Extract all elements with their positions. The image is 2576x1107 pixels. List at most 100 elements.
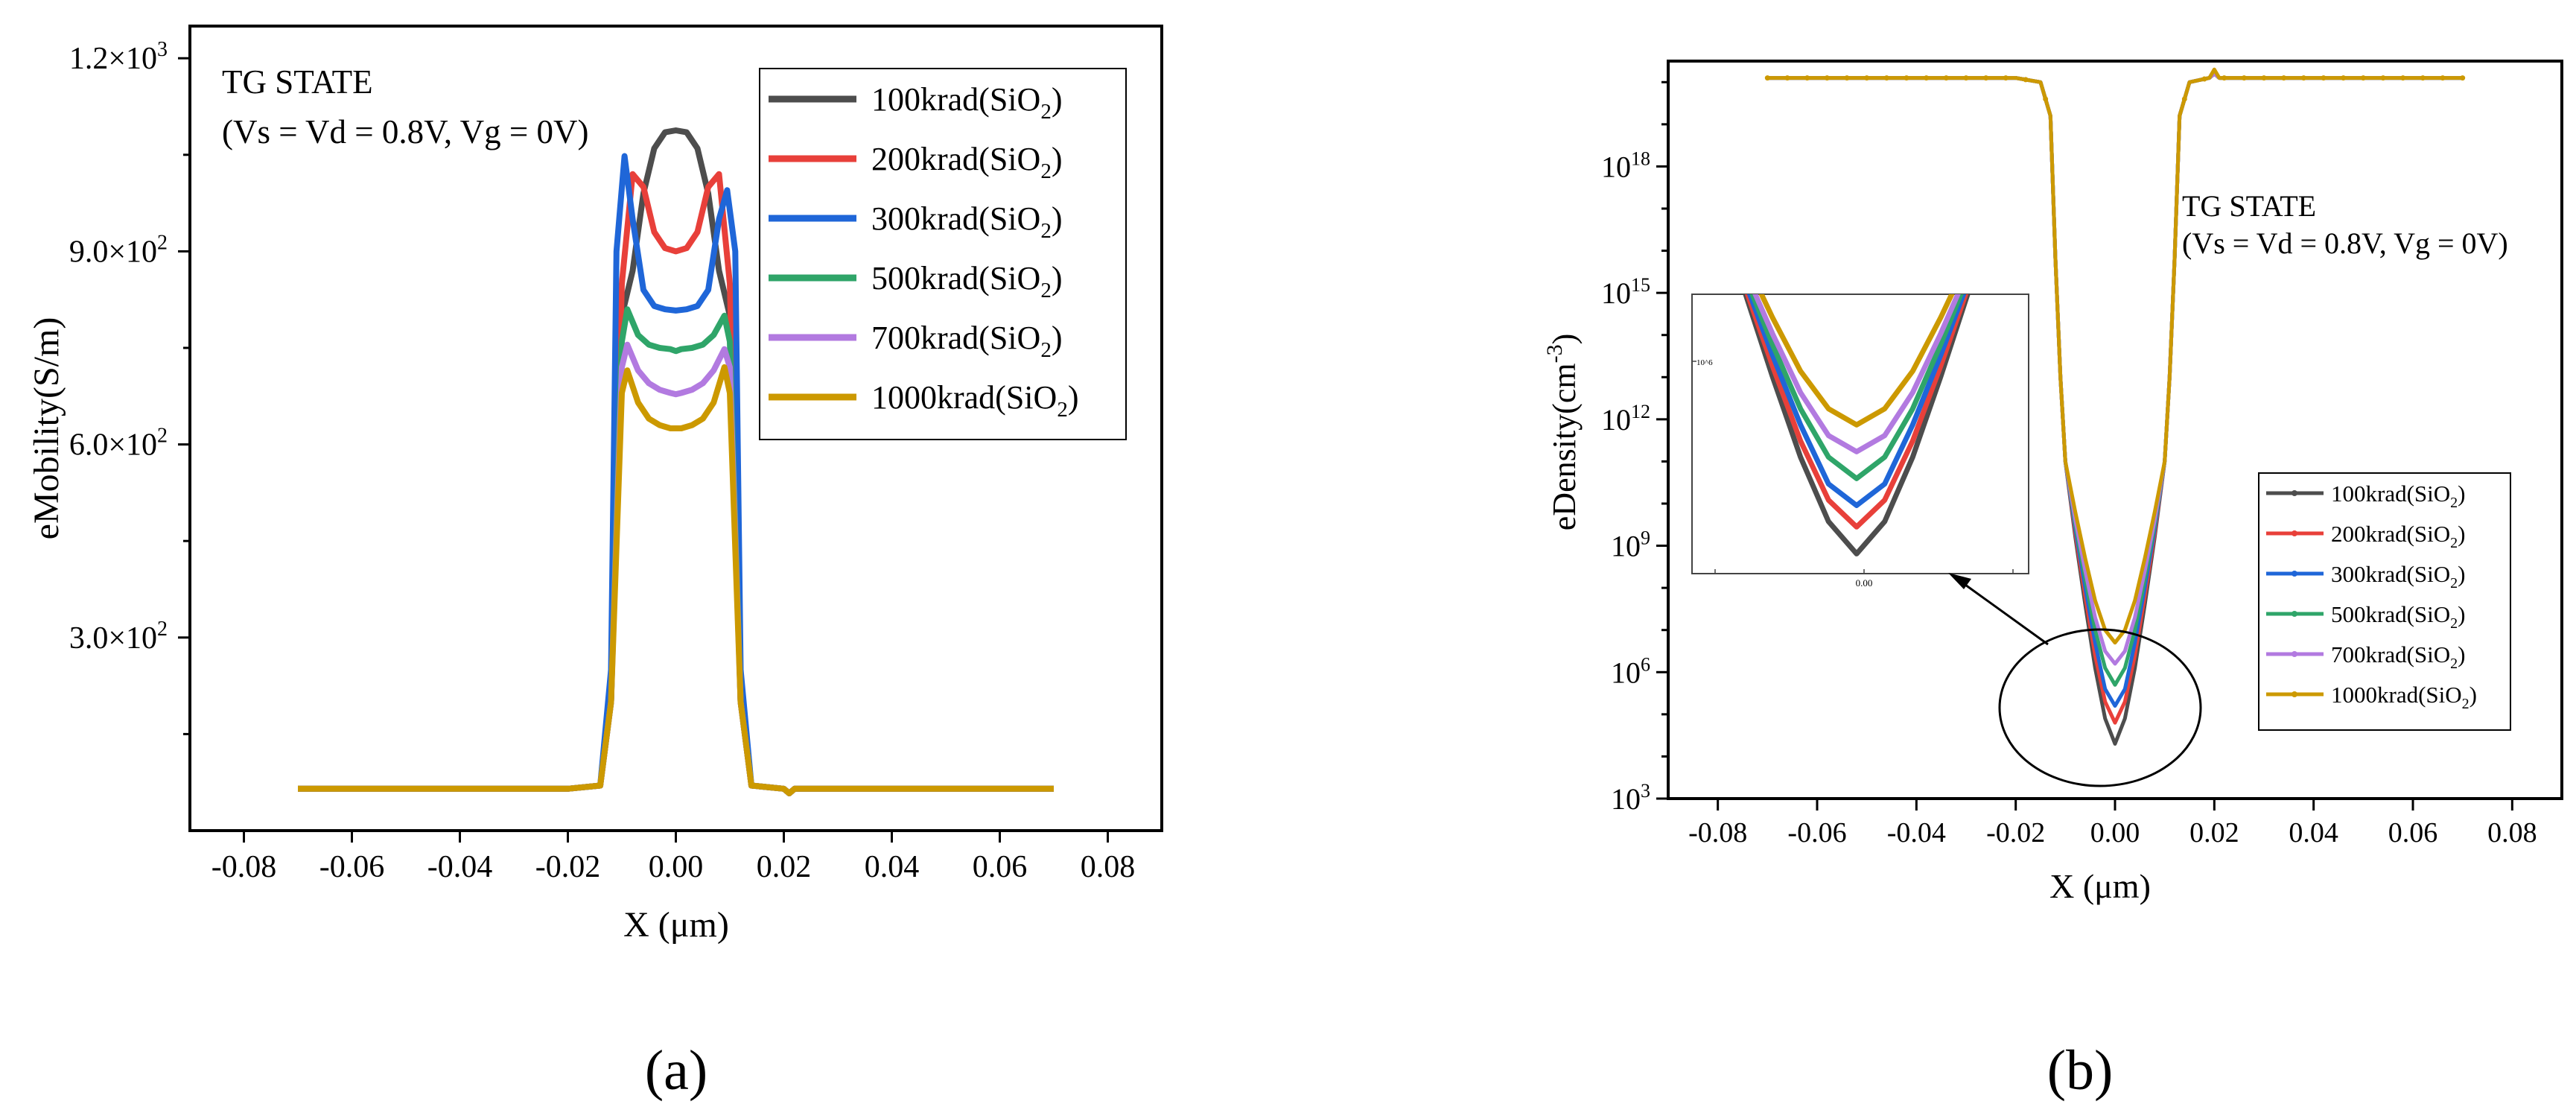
- panel-b-ytick-label-base: 10: [1601, 403, 1631, 437]
- panel-b-ytick-label-base: 10: [1611, 656, 1641, 689]
- panel-b-marker: [1804, 75, 1810, 81]
- panel-b-legend-marker-1: [2292, 490, 2297, 496]
- inset-ticks: [1692, 361, 2014, 574]
- panel-a-label: (a): [645, 1039, 707, 1102]
- panel-b-legend-label-4-sub: 2: [2450, 615, 2458, 632]
- panel-a-legend-label-5-sub: 2: [1040, 338, 1052, 362]
- panel-a-legend-label-2-base: 200krad(SiO: [871, 141, 1040, 177]
- panel-a-legend-label-1-base: 100krad(SiO: [871, 81, 1040, 118]
- panel-b-marker: [1844, 75, 1850, 81]
- panel-a-ytick-label-base: 1.2×10: [69, 42, 157, 76]
- panel-a-legend-label-6-base: 1000krad(SiO: [871, 379, 1057, 416]
- panel-b-marker: [1943, 75, 1949, 81]
- panel-b-annotation-line-1: TG STATE: [2182, 189, 2316, 223]
- panel-b-marker: [1824, 75, 1830, 81]
- panel-b-ytick-label-base: 10: [1611, 782, 1641, 816]
- panel-b-legend-marker-5: [2292, 651, 2297, 657]
- panel-b-xtick-label: 0.04: [2289, 817, 2338, 849]
- panel-a-lines: [298, 127, 1054, 796]
- panel-b-marker: [1883, 75, 1889, 81]
- panel-a-legend-label-3-sub: 2: [1040, 219, 1052, 243]
- panel-a-xtick-label: 0.04: [865, 850, 920, 884]
- panel-a-legend-label-3: 300krad(SiO2): [871, 200, 1062, 243]
- panel-b-marker: [2043, 96, 2049, 102]
- panel-b-marker: [2281, 75, 2287, 81]
- panel-b-legend-marker-6: [2292, 691, 2297, 697]
- panel-a-xtick-label: 0.02: [757, 850, 812, 884]
- panel-b-xtick-label: -0.08: [1688, 817, 1747, 849]
- panel-a-legend-entries: 100krad(SiO2)200krad(SiO2)300krad(SiO2)5…: [769, 81, 1078, 422]
- panel-a-ytick-label-base: 9.0×10: [69, 235, 157, 269]
- panel-b-annotation-line-2: (Vs = Vd = 0.8V, Vg = 0V): [2182, 226, 2508, 260]
- panel-b-xtick-label: 0.08: [2487, 817, 2537, 849]
- panel-b-legend-label-2-close: ): [2458, 521, 2465, 547]
- panel-b-legend-label-5-base: 700krad(SiO: [2331, 641, 2450, 667]
- panel-b-legend-label-1-close: ): [2458, 480, 2465, 507]
- panel-a-legend: 100krad(SiO2)200krad(SiO2)300krad(SiO2)5…: [759, 68, 1127, 440]
- panel-b-marker: [2400, 75, 2406, 81]
- inset-series-line-2: [1744, 294, 1969, 530]
- panel-b-marker: [1784, 75, 1790, 81]
- panel-b-legend-label-2-sub: 2: [2450, 535, 2458, 551]
- panel-b-legend-label-4-close: ): [2458, 601, 2465, 627]
- inset-series-line-3: [1746, 294, 1967, 508]
- panel-b-xtick-label: 0.06: [2388, 817, 2438, 849]
- panel-a-xlabel: X (μm): [623, 905, 729, 945]
- panel-b-ytick-label-sup: 9: [1641, 527, 1650, 549]
- panel-b-ytick-label: 1018: [1601, 148, 1650, 183]
- panel-b-marker: [2003, 75, 2009, 81]
- panel-b-legend-label-6-close: ): [2470, 682, 2477, 708]
- panel-b-lines: [1764, 67, 2466, 746]
- panel-b-marker: [2300, 75, 2306, 81]
- panel-b-xtick-label: 0.00: [2090, 817, 2140, 849]
- panel-a-annotation-line-1: TG STATE: [222, 63, 373, 101]
- panel-b-ylabel-exp: -3: [1542, 344, 1567, 363]
- panel-a-xtick-label: 0.00: [649, 850, 704, 884]
- panel-b-marker: [1864, 75, 1870, 81]
- panel-b-series-line-6: [1767, 67, 2463, 645]
- panel-b-legend-entries: 100krad(SiO2)200krad(SiO2)300krad(SiO2)5…: [2266, 480, 2477, 712]
- panel-b-ytick-label-sup: 18: [1631, 148, 1650, 169]
- panel-a-legend-label-6-close: ): [1068, 379, 1079, 416]
- panel-a-legend-label-4-base: 500krad(SiO: [871, 260, 1040, 296]
- panel-b-xtick-label: -0.02: [1986, 817, 2045, 849]
- panel-b-legend-label-3-close: ): [2458, 561, 2465, 587]
- panel-b-xtick-label: 0.02: [2189, 817, 2239, 849]
- panel-a-xticks: -0.08 -0.06 -0.04 -0.02 0.00 0.02 0.04 0.06 0.08: [212, 831, 1135, 884]
- panel-a-legend-label-5: 700krad(SiO2): [871, 320, 1062, 362]
- panel-b-legend-marker-4: [2292, 611, 2297, 617]
- panel-b-ytick-label: 109: [1611, 527, 1650, 563]
- panel-b-ytick-label: 106: [1611, 653, 1650, 689]
- panel-b-ytick-label: 1012: [1601, 401, 1650, 437]
- inset-lines: [1743, 294, 1971, 556]
- panel-b-marker: [2440, 75, 2446, 81]
- zoom-arrow-head: [1948, 573, 1971, 589]
- panel-b-ytick-label-sup: 12: [1631, 401, 1650, 422]
- panel-a-legend-label-2: 200krad(SiO2): [871, 141, 1062, 183]
- panel-a-legend-label-2-close: ): [1052, 141, 1063, 177]
- panel-b-legend-label-1-base: 100krad(SiO: [2331, 480, 2450, 507]
- panel-b-marker: [1983, 75, 1989, 81]
- panel-b-legend-label-3-base: 300krad(SiO: [2331, 561, 2450, 587]
- panel-b-ylabel: eDensity(cm-3): [1542, 334, 1583, 530]
- panel-b-legend-label-5-close: ): [2458, 641, 2465, 667]
- panel-b-ytick-label-sup: 15: [1631, 274, 1650, 296]
- panel-b-legend-label-2-base: 200krad(SiO: [2331, 521, 2450, 547]
- panel-b-xlabel: X (μm): [2049, 867, 2151, 905]
- panel-a-legend-label-6: 1000krad(SiO2): [871, 379, 1078, 422]
- panel-a-ytick-label-sup: 2: [157, 231, 168, 254]
- panel-b-marker: [2201, 76, 2207, 82]
- panel-a-legend-label-4: 500krad(SiO2): [871, 260, 1062, 302]
- panel-a-legend-label-3-base: 300krad(SiO: [871, 200, 1040, 237]
- panel-b-legend-label-3: 300krad(SiO2): [2331, 561, 2465, 591]
- inset-series-line-4: [1749, 294, 1964, 481]
- zoom-region-ellipse: [1998, 628, 2202, 787]
- panel-a-xtick-label: 0.06: [973, 850, 1028, 884]
- panel-a-xtick-label: -0.08: [212, 850, 277, 884]
- panel-b-legend-box: [2258, 472, 2511, 731]
- panel-a-legend-label-6-sub: 2: [1057, 398, 1068, 422]
- panel-b-marker: [2460, 75, 2466, 81]
- panel-b-marker: [2181, 96, 2187, 102]
- panel-a-legend-box: [759, 68, 1127, 440]
